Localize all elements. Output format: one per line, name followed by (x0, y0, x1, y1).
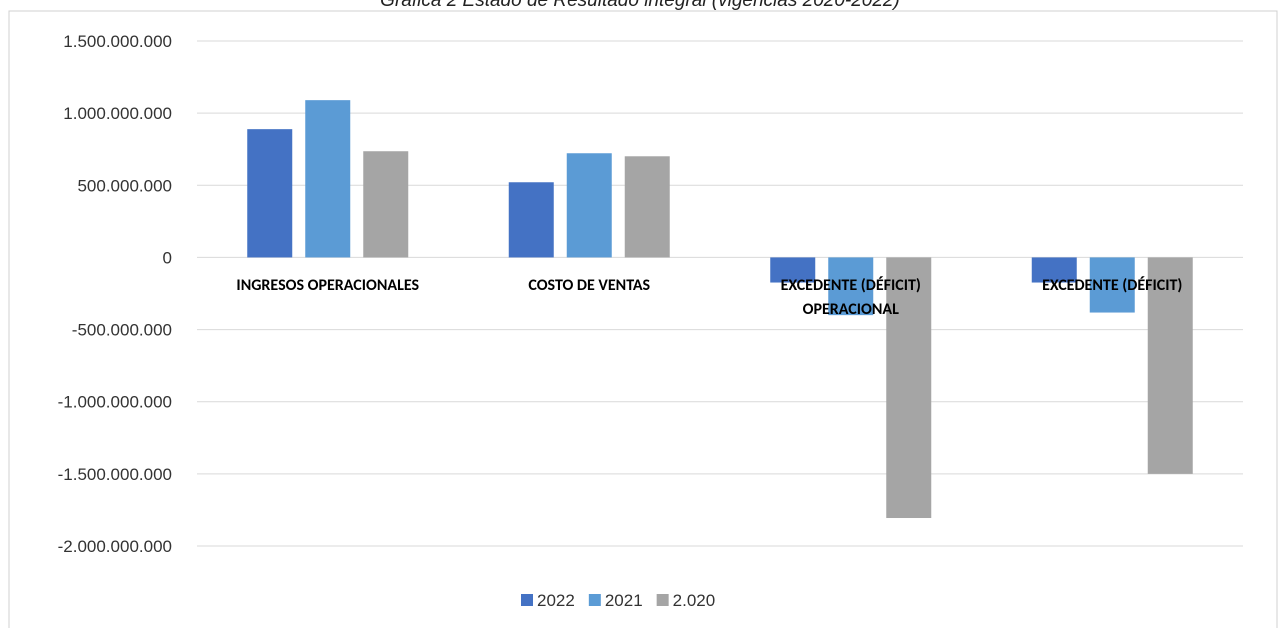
x-tick-label: EXCEDENTE (DÉFICIT) OPERACIONAL (780, 276, 921, 320)
bar (1089, 257, 1135, 313)
legend-label: 2021 (605, 591, 643, 610)
y-tick-label: 500.000.000 (77, 176, 172, 195)
bar (770, 257, 816, 283)
bar (363, 151, 409, 258)
chart-frame (8, 10, 1278, 628)
bar (508, 182, 554, 258)
y-tick-label: 1.000.000.000 (63, 104, 172, 123)
bar (1031, 257, 1077, 283)
bar (305, 100, 351, 258)
y-tick-label: -500.000.000 (72, 321, 172, 340)
legend-swatch (656, 594, 669, 606)
bar (828, 257, 874, 316)
y-tick-label: 0 (163, 248, 172, 267)
y-tick-label: 1.500.000.000 (63, 32, 172, 51)
legend-label: 2022 (537, 591, 575, 610)
legend-swatch (588, 594, 601, 606)
y-tick-label: -1.000.000.000 (58, 393, 172, 412)
bar (886, 257, 932, 519)
bar (247, 129, 293, 258)
legend-label: 2.020 (673, 591, 716, 610)
bar (1147, 257, 1193, 474)
bar (624, 156, 670, 258)
y-tick-label: -2.000.000.000 (58, 537, 172, 556)
x-tick-label: INGRESOS OPERACIONALES (236, 276, 420, 296)
bar (566, 153, 612, 258)
legend-swatch (521, 594, 533, 606)
x-tick-label: COSTO DE VENTAS (528, 276, 651, 296)
x-tick-label: EXCEDENTE (DÉFICIT) (1042, 276, 1183, 296)
y-tick-label: -1.500.000.000 (58, 465, 172, 484)
chart-title: Gráfica 2 Estado de Resultado integral (… (380, 0, 900, 11)
